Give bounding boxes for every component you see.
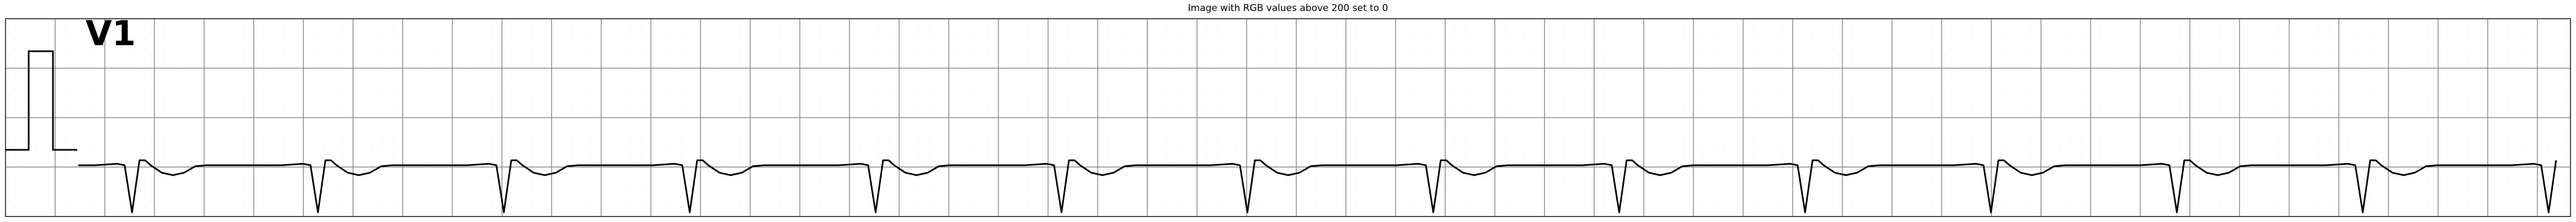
ecg-trace-layer xyxy=(6,50,2557,213)
chart-title: Image with RGB values above 200 set to 0 xyxy=(1188,3,1388,14)
ecg-grid xyxy=(5,18,2571,217)
calibration-pulse xyxy=(6,50,77,151)
plot-frame xyxy=(5,18,2571,217)
ecg-trace-line xyxy=(78,159,2557,213)
lead-label: V1 xyxy=(85,13,136,53)
